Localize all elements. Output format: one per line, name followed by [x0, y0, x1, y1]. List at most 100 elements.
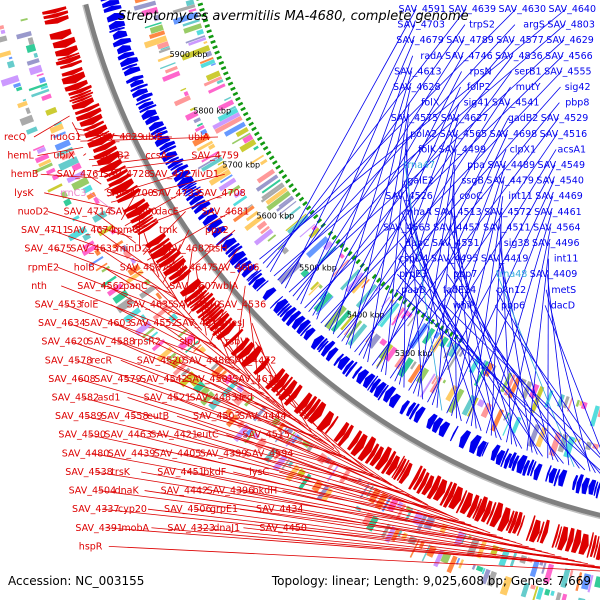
gene-label: whiP — [453, 300, 475, 311]
reverse-gene-arrow — [212, 317, 233, 337]
cog-block — [205, 50, 213, 58]
cog-block — [123, 307, 142, 323]
reverse-gene-arrow — [253, 357, 271, 376]
reverse-gene-arrow — [200, 303, 221, 321]
leader-line — [494, 305, 600, 455]
reverse-gene-arrow — [283, 384, 303, 406]
genome-title: Streptomyces avermitilis MA-4680, comple… — [118, 9, 469, 24]
cog-block — [86, 191, 97, 200]
leader-line — [183, 248, 193, 310]
reverse-gene-arrow — [303, 398, 322, 420]
forward-gene-arrow — [144, 115, 160, 126]
gene-label: SAV_4419 — [481, 254, 529, 265]
cog-block — [239, 139, 257, 153]
cog-block — [581, 573, 592, 590]
leader-line — [328, 71, 462, 331]
reverse-gene-arrow — [307, 401, 327, 424]
reverse-gene-arrow — [505, 510, 515, 532]
gene-label: SAV_4577 — [496, 35, 544, 46]
cog-block — [407, 363, 423, 384]
reverse-gene-arrow — [240, 345, 263, 368]
reverse-gene-arrow — [84, 124, 108, 139]
kbp-tick-label: 5300 kbp — [395, 349, 433, 358]
reverse-gene-arrow — [557, 526, 569, 551]
gene-label: ppx2 — [205, 225, 229, 236]
cog-block — [500, 372, 513, 393]
cog-block — [232, 205, 255, 223]
leader-line — [71, 341, 291, 417]
gene-label: ilvD1 — [195, 169, 219, 180]
forward-gene-arrow — [193, 201, 211, 215]
gene-label: SAV_4501 — [186, 374, 234, 385]
gene-label: SAV_4439 — [108, 448, 156, 459]
leader-line — [86, 173, 102, 185]
gene-label: SAV_4803 — [547, 20, 595, 31]
gene-label: mobA — [121, 523, 149, 534]
forward-gene-arrow — [136, 92, 153, 102]
gene-label: SAV_4680 — [110, 206, 158, 217]
cog-block — [261, 179, 281, 194]
gene-label: int11 — [508, 191, 532, 202]
reverse-gene-arrow — [106, 168, 129, 182]
forward-gene-arrow — [189, 194, 204, 206]
leader-line — [449, 242, 538, 455]
cog-block — [173, 95, 191, 107]
leader-line — [146, 248, 181, 305]
reverse-gene-arrow — [82, 120, 105, 132]
cog-block — [339, 469, 351, 484]
cog-block — [133, 0, 157, 11]
leader-line — [162, 229, 190, 283]
cog-block — [172, 4, 196, 14]
gene-label: SAV_4608 — [48, 374, 96, 385]
cog-block — [575, 572, 583, 592]
reverse-gene-arrow — [346, 430, 363, 451]
forward-gene-arrow — [458, 430, 472, 449]
kbp-tick-mark — [218, 60, 225, 66]
gene-label: SAV_4495 — [431, 254, 479, 265]
cog-block — [71, 176, 90, 191]
reverse-gene-arrow — [148, 237, 170, 254]
gene-label: SAV_4566 — [545, 51, 593, 62]
kbp-tick-mark — [291, 187, 298, 193]
kbp-tick-mark — [351, 254, 357, 261]
leader-line — [80, 136, 219, 142]
gene-label: SAV_4594 — [246, 448, 294, 459]
leader-line — [397, 273, 586, 471]
leader-line — [128, 192, 229, 233]
gene-label: SAV_4759 — [191, 151, 239, 162]
cog-block — [561, 593, 568, 600]
gene-label: SAV_4553 — [35, 299, 83, 310]
cog-block — [233, 423, 250, 443]
kbp-tick-mark — [220, 66, 227, 71]
reverse-gene-arrow — [79, 113, 103, 127]
cog-block — [233, 189, 244, 199]
cog-block — [256, 168, 276, 184]
gene-label: prpE3 — [399, 269, 427, 280]
gene-label: rpmE2 — [28, 262, 59, 273]
cog-block — [574, 438, 578, 443]
cog-block — [53, 121, 62, 127]
leader-line — [398, 133, 458, 385]
cog-block — [278, 200, 297, 216]
cog-block — [196, 122, 204, 127]
cog-block — [261, 182, 284, 200]
cog-block — [149, 30, 166, 40]
gene-label: SAV_4563 — [383, 222, 431, 233]
leader-line — [37, 146, 84, 157]
cog-block — [94, 248, 101, 257]
cog-block — [256, 220, 268, 231]
gene-label: rpsR2 — [133, 337, 161, 348]
reverse-gene-arrow — [512, 511, 523, 534]
cog-block — [184, 110, 199, 121]
kbp-tick-mark — [343, 247, 349, 253]
cog-block — [330, 309, 352, 333]
leader-line — [88, 434, 434, 509]
gene-label: SAV_4444 — [239, 411, 287, 422]
reverse-gene-arrow — [74, 102, 100, 116]
forward-gene-arrow — [171, 164, 189, 176]
gene-label: dnaK — [115, 486, 140, 497]
kbp-tick-mark — [393, 292, 399, 298]
forward-gene-arrow — [503, 453, 513, 469]
gene-label: SAV_4541 — [492, 98, 540, 109]
